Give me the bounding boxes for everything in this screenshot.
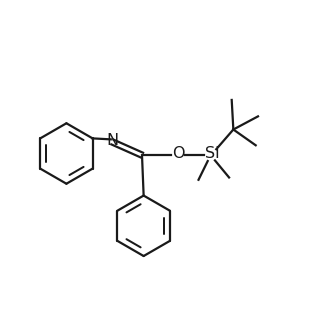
Text: O: O xyxy=(172,146,184,161)
Text: Si: Si xyxy=(205,146,220,161)
Text: N: N xyxy=(106,133,118,148)
